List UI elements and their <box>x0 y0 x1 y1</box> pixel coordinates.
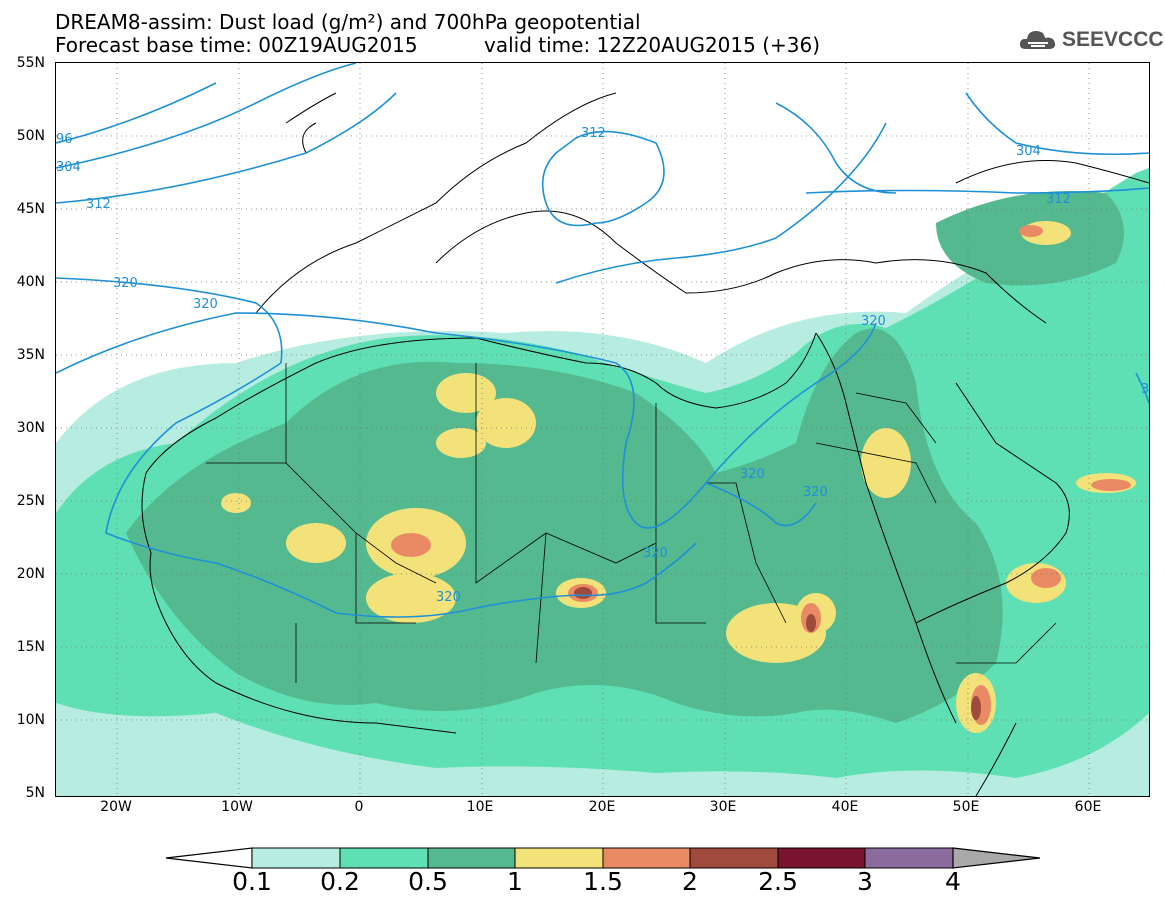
contour-label: 312 <box>1046 192 1071 207</box>
contour-label: 312 <box>581 126 606 141</box>
lon-label: 10E <box>466 799 494 815</box>
cloud-icon <box>1019 31 1056 49</box>
colorbar-swatch <box>251 847 341 869</box>
contour-label: 320 <box>861 314 886 329</box>
colorbar-swatch <box>339 847 429 869</box>
colorbar <box>165 847 1041 869</box>
lat-label: 55N <box>16 55 45 71</box>
contour-label: 304 <box>1016 144 1041 159</box>
lat-label: 35N <box>16 347 45 363</box>
colorbar-swatch <box>427 847 516 869</box>
colorbar-label: 3 <box>857 867 873 896</box>
colorbar-swatch <box>689 847 779 869</box>
base-time: Forecast base time: 00Z19AUG2015 <box>55 33 418 57</box>
lat-label: 50N <box>16 128 45 144</box>
lon-label: 40E <box>831 799 859 815</box>
lat-label: 15N <box>16 639 45 655</box>
colorbar-label: 1.5 <box>583 867 623 896</box>
colorbar-swatch <box>602 847 691 869</box>
lat-label: 10N <box>16 712 45 728</box>
contour-label: 304 <box>56 160 81 175</box>
lon-label: 20W <box>100 799 132 815</box>
contour-label: 320 <box>643 546 668 561</box>
contour-label: 320 <box>803 485 828 500</box>
colorbar-under-triangle <box>165 847 253 869</box>
colorbar-label: 1 <box>507 867 523 896</box>
valid-time: valid time: 12Z20AUG2015 (+36) <box>484 33 821 57</box>
logo-text: SEEVCCC <box>1062 28 1164 51</box>
contour-label: 96 <box>56 132 73 147</box>
country-borders <box>206 363 1057 683</box>
colorbar-over-triangle <box>952 847 1041 869</box>
colorbar-label: 2 <box>682 867 698 896</box>
colorbar-swatch <box>777 847 866 869</box>
colorbar-label: 0.5 <box>408 867 448 896</box>
geopotential-contours <box>56 63 1149 618</box>
contour-label: 3 <box>1141 382 1149 397</box>
colorbar-label: 4 <box>945 867 961 896</box>
lon-label: 0 <box>354 799 364 815</box>
dust-shading-2.0 <box>574 587 981 720</box>
chart-subtitle: Forecast base time: 00Z19AUG2015 valid ti… <box>55 33 820 57</box>
lat-label: 45N <box>16 201 45 217</box>
contour-label: 312 <box>86 197 111 212</box>
contour-label: 320 <box>740 467 765 482</box>
lat-label: 30N <box>16 420 45 436</box>
colorbar-swatch <box>864 847 954 869</box>
lon-label: 30E <box>709 799 737 815</box>
map-frame: 96 304 312 320 320 312 320 320 320 320 3… <box>55 62 1150 797</box>
lon-label: 60E <box>1074 799 1102 815</box>
colorbar-swatch <box>514 847 604 869</box>
contour-label: 320 <box>436 590 461 605</box>
colorbar-label: 0.2 <box>320 867 360 896</box>
seevccc-logo: SEEVCCC <box>1018 27 1164 53</box>
dust-map: 96 304 312 320 320 312 320 320 320 320 3… <box>56 63 1149 796</box>
contour-labels: 96 304 312 320 320 312 320 320 320 320 3… <box>56 126 1149 605</box>
lon-label: 10W <box>221 799 253 815</box>
coastlines <box>141 92 1149 796</box>
lat-label: 20N <box>16 566 45 582</box>
colorbar-label: 2.5 <box>758 867 798 896</box>
lat-label: 5N <box>25 785 45 801</box>
chart-title: DREAM8-assim: Dust load (g/m²) and 700hP… <box>55 10 641 34</box>
lon-label: 50E <box>952 799 980 815</box>
contour-label: 320 <box>193 297 218 312</box>
lat-label: 40N <box>16 274 45 290</box>
lon-label: 20E <box>588 799 616 815</box>
contour-label: 320 <box>113 276 138 291</box>
lat-label: 25N <box>16 493 45 509</box>
colorbar-label: 0.1 <box>232 867 272 896</box>
